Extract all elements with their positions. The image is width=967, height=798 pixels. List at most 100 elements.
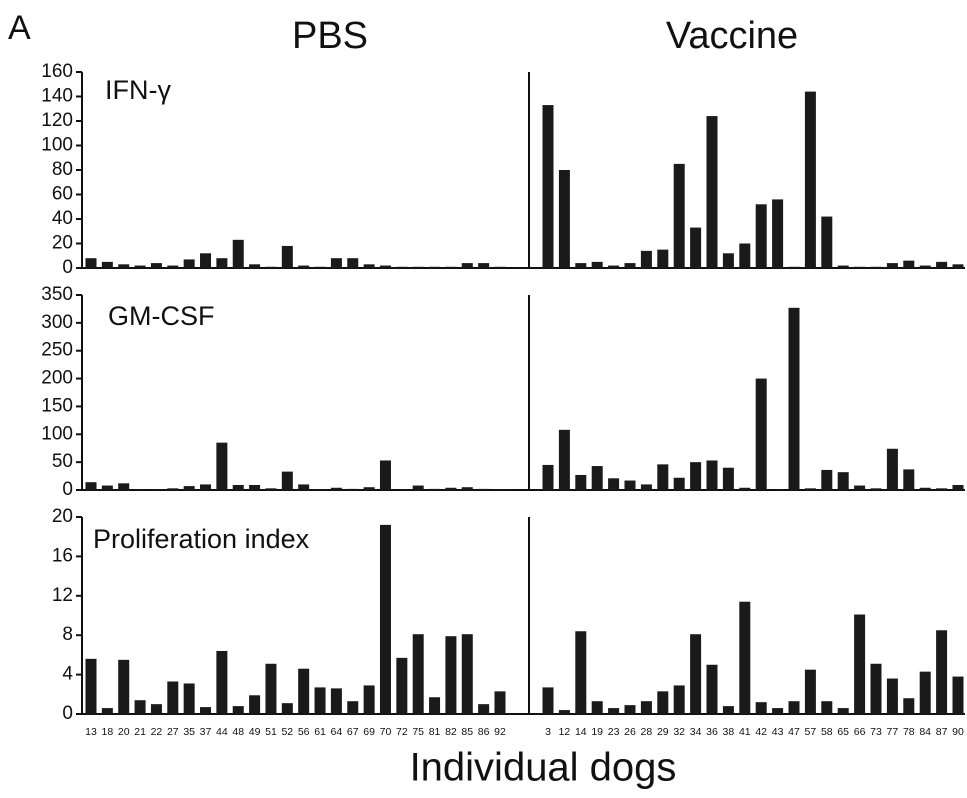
bar: [150, 489, 162, 490]
x-tick-label: 20: [118, 726, 130, 738]
bar: [85, 258, 97, 268]
bar: [919, 487, 931, 490]
x-tick-label: 64: [331, 726, 343, 738]
bar: [412, 634, 424, 714]
bar: [412, 485, 424, 490]
bar: [854, 614, 866, 714]
bar: [870, 663, 882, 714]
bar: [281, 471, 293, 490]
bar: [150, 263, 162, 268]
bar: [265, 266, 277, 268]
y-tick-label: 160: [41, 61, 73, 82]
bar: [347, 258, 359, 268]
bar: [429, 697, 441, 714]
bar: [249, 484, 261, 490]
x-tick-label: 52: [281, 726, 293, 738]
x-tick-label: 28: [641, 726, 653, 738]
bar: [755, 702, 767, 714]
bar: [919, 265, 931, 268]
x-tick-label: 22: [151, 726, 163, 738]
bar: [379, 524, 391, 714]
bar: [494, 266, 506, 268]
bar: [330, 487, 342, 490]
bar: [722, 253, 734, 268]
bar: [608, 708, 620, 714]
bar: [837, 472, 849, 490]
bar: [183, 259, 195, 268]
bar: [657, 691, 669, 714]
bar: [232, 706, 244, 714]
y-tick-label: 0: [62, 257, 73, 278]
bar: [314, 687, 326, 714]
x-tick-label: 56: [298, 726, 310, 738]
x-tick-label: 12: [559, 726, 571, 738]
x-tick-label: 41: [739, 726, 751, 738]
bar: [183, 486, 195, 490]
bar: [314, 266, 326, 268]
bar: [936, 630, 948, 714]
bar: [821, 701, 833, 714]
bar: [118, 264, 130, 268]
bar: [575, 263, 587, 268]
bar: [478, 704, 490, 714]
x-tick-label: 3: [545, 726, 551, 738]
bar: [690, 462, 702, 490]
bar: [363, 264, 375, 268]
bar: [739, 243, 751, 268]
bar: [118, 483, 130, 490]
bar: [101, 708, 113, 714]
bar: [821, 216, 833, 268]
bar: [298, 265, 310, 268]
y-tick-label: 0: [62, 703, 73, 724]
x-tick-label: 34: [690, 726, 702, 738]
bar: [886, 263, 898, 268]
x-tick-label: 73: [870, 726, 882, 738]
x-tick-label: 92: [494, 726, 506, 738]
bar: [478, 488, 490, 490]
y-tick-label: 100: [41, 423, 73, 444]
y-tick-label: 80: [52, 159, 73, 180]
x-tick-label: 47: [788, 726, 800, 738]
bar: [673, 477, 685, 490]
y-tick-label: 150: [41, 395, 73, 416]
bar: [837, 265, 849, 268]
bar: [722, 706, 734, 714]
bar: [804, 91, 816, 268]
x-tick-label: 38: [723, 726, 735, 738]
bar: [200, 707, 212, 714]
bar: [558, 170, 570, 268]
panel-title: Proliferation index: [93, 524, 310, 554]
panel-title: GM-CSF: [108, 301, 214, 331]
bar: [854, 485, 866, 490]
bar: [461, 263, 473, 268]
bar: [690, 227, 702, 268]
bar: [624, 705, 636, 714]
x-tick-label: 81: [429, 726, 441, 738]
x-tick-label: 27: [167, 726, 179, 738]
bar: [608, 478, 620, 490]
bar: [445, 266, 457, 268]
bar: [461, 487, 473, 490]
y-tick-label: 100: [41, 135, 73, 156]
x-tick-label: 44: [216, 726, 228, 738]
x-tick-label: 70: [380, 726, 392, 738]
x-tick-label: 23: [608, 726, 620, 738]
bar: [952, 676, 964, 714]
group-title: Vaccine: [666, 15, 798, 57]
bar: [85, 658, 97, 714]
bar: [445, 636, 457, 714]
bar: [608, 265, 620, 268]
y-tick-label: 60: [52, 184, 73, 205]
bar: [314, 489, 326, 490]
bar: [821, 469, 833, 490]
y-tick-label: 12: [52, 585, 73, 606]
y-tick-label: 0: [62, 479, 73, 500]
bar: [772, 489, 784, 490]
bar: [952, 484, 964, 490]
bar: [101, 485, 113, 490]
bar: [886, 678, 898, 714]
bar: [216, 442, 228, 490]
y-tick-label: 200: [41, 368, 73, 389]
bar: [575, 474, 587, 490]
y-tick-label: 4: [62, 664, 73, 685]
